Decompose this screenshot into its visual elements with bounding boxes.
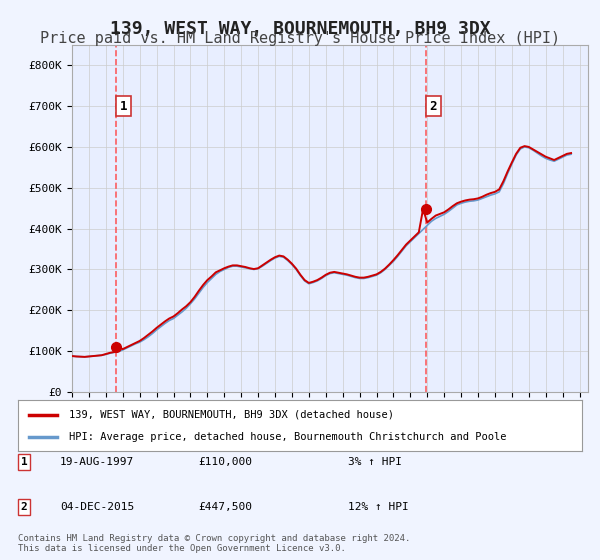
Text: HPI: Average price, detached house, Bournemouth Christchurch and Poole: HPI: Average price, detached house, Bour… <box>69 432 506 442</box>
Text: Contains HM Land Registry data © Crown copyright and database right 2024.
This d: Contains HM Land Registry data © Crown c… <box>18 534 410 553</box>
Text: 19-AUG-1997: 19-AUG-1997 <box>60 457 134 467</box>
Text: £447,500: £447,500 <box>198 502 252 512</box>
Text: 3% ↑ HPI: 3% ↑ HPI <box>348 457 402 467</box>
Text: 04-DEC-2015: 04-DEC-2015 <box>60 502 134 512</box>
Text: 2: 2 <box>430 100 437 113</box>
Text: 139, WEST WAY, BOURNEMOUTH, BH9 3DX: 139, WEST WAY, BOURNEMOUTH, BH9 3DX <box>110 20 490 38</box>
Text: 2: 2 <box>20 502 28 512</box>
Text: 139, WEST WAY, BOURNEMOUTH, BH9 3DX (detached house): 139, WEST WAY, BOURNEMOUTH, BH9 3DX (det… <box>69 409 394 419</box>
Text: 12% ↑ HPI: 12% ↑ HPI <box>348 502 409 512</box>
Text: 1: 1 <box>20 457 28 467</box>
Text: Price paid vs. HM Land Registry's House Price Index (HPI): Price paid vs. HM Land Registry's House … <box>40 31 560 46</box>
Text: £110,000: £110,000 <box>198 457 252 467</box>
Text: 1: 1 <box>120 100 127 113</box>
